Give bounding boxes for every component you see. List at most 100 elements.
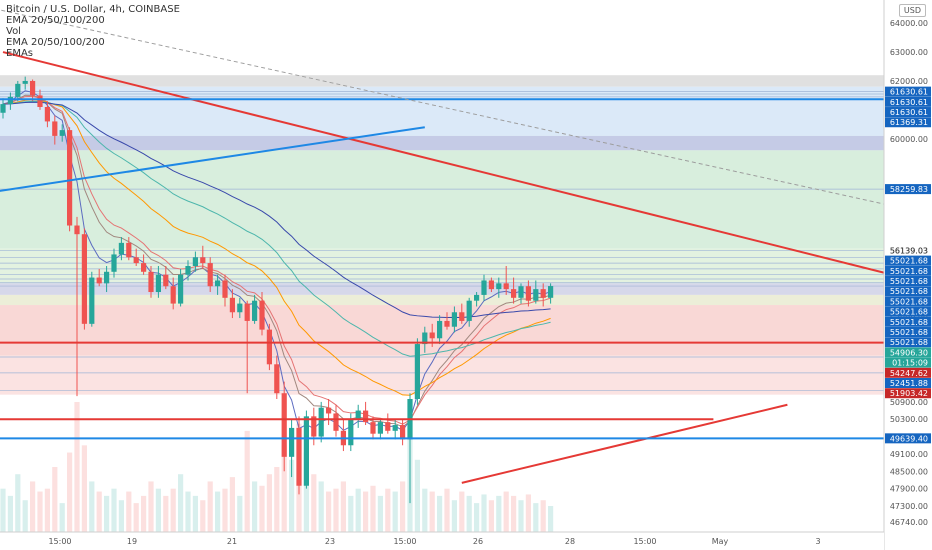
price-label: 55021.68 [890,338,928,347]
volume-bar [200,500,205,532]
volume-bar [311,474,316,532]
y-tick-label: 62000.00 [890,77,928,86]
volume-bar [526,494,531,532]
candle-body [134,257,139,263]
price-zone [0,283,884,295]
legend-line-2: Vol [6,26,180,37]
volume-bar [437,496,442,532]
volume-bar [89,481,94,532]
candle-body [215,280,220,286]
candle-body [67,130,72,225]
price-zone [0,295,884,305]
volume-bar [467,496,472,532]
x-tick-label: 28 [565,537,575,546]
candle-body [15,84,20,97]
y-tick-label: 49100.00 [890,450,928,459]
candle-body [37,95,42,107]
x-tick-label: 15:00 [393,537,416,546]
legend-line-4: EMAs [6,48,180,59]
candle-body [171,286,176,303]
candle-body [60,130,65,136]
candle-body [126,243,131,257]
price-zone [0,356,884,395]
legend-line-1: EMA 20/50/100/200 [6,15,180,26]
volume-bar [385,489,390,532]
x-tick-label: 3 [815,537,820,546]
volume-bar [319,481,324,532]
volume-bar [393,492,398,532]
candle-body [489,280,494,289]
price-label: 61630.61 [890,88,928,97]
candle-body [252,301,257,321]
volume-bar [237,496,242,532]
candle-body [452,312,457,326]
volume-bar [163,496,168,532]
chart-legend: Bitcoin / U.S. Dollar, 4h, COINBASE EMA … [6,4,180,59]
legend-line-3: EMA 20/50/100/200 [6,37,180,48]
candle-body [104,272,109,284]
volume-bar [259,486,264,532]
volume-bar [82,445,87,532]
legend-title: Bitcoin / U.S. Dollar, 4h, COINBASE [6,4,180,15]
candle-body [393,425,398,431]
price-label: 55021.68 [890,308,928,317]
volume-bar [452,500,457,532]
price-label: 61630.61 [890,108,928,117]
volume-bar [518,500,523,532]
candle-body [141,263,146,272]
candle-body [45,107,50,121]
candle-body [459,312,464,321]
volume-bar [348,496,353,532]
price-label: 54247.62 [890,369,928,378]
price-label: 54906.30 [890,348,928,357]
price-label: 55021.68 [890,318,928,327]
volume-bar [74,402,79,532]
candle-body [437,321,442,338]
volume-bar [215,492,220,532]
candle-body [533,289,538,301]
price-label: 55021.68 [890,267,928,276]
price-label: 49639.40 [890,434,928,443]
candle-body [8,97,13,104]
price-label: 56139.03 [890,246,928,255]
volume-bar [333,489,338,532]
x-tick-label: 15:00 [48,537,71,546]
x-tick-label: 26 [473,537,483,546]
volume-bar [504,492,509,532]
y-tick-label: 47300.00 [890,502,928,511]
volume-bar [422,489,427,532]
candle-body [274,364,279,393]
volume-bar [378,496,383,532]
candle-body [23,81,28,84]
candle-body [82,234,87,324]
volume-bar [141,496,146,532]
candle-body [97,278,102,284]
candle-body [481,280,486,294]
candle-body [504,283,509,289]
candle-body [208,263,213,286]
volume-bar [511,496,516,532]
candle-body [526,286,531,300]
candle-body [326,408,331,414]
candle-body [518,286,523,298]
price-label: 55021.68 [890,287,928,296]
volume-bar [0,489,5,532]
candle-body [296,428,301,486]
price-label: 55021.68 [890,257,928,266]
volume-bar [30,481,35,532]
candle-body [282,393,287,457]
volume-bar [126,492,131,532]
candle-body [230,298,235,312]
candle-body [74,226,79,235]
currency-button[interactable]: USD [899,4,926,17]
volume-bar [415,460,420,532]
candle-body [148,272,153,292]
volume-bar [134,503,139,532]
volume-bar [267,474,272,532]
price-label: 58259.83 [890,185,928,194]
volume-bar [52,467,57,532]
candle-body [289,428,294,457]
price-label: 61369.31 [890,118,928,127]
